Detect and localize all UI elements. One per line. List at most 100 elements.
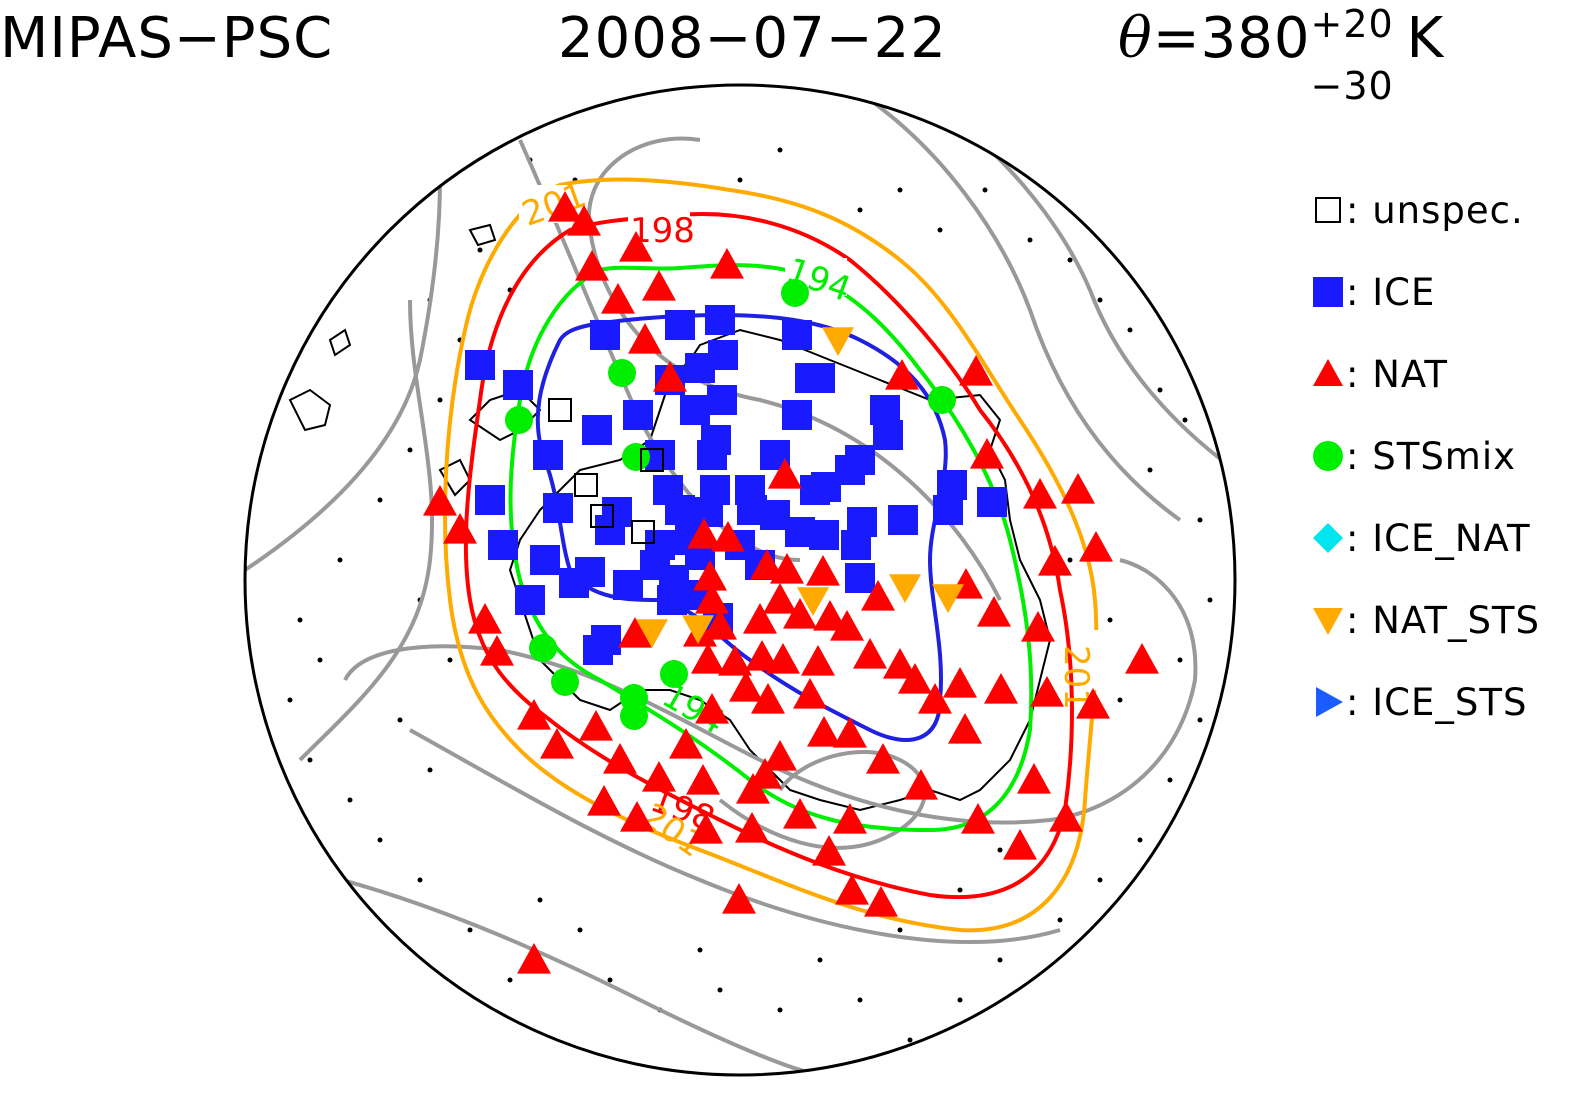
triangle-up-marker [1076,688,1110,719]
date-title: 2008−07−22 [558,6,947,71]
triangle-up-marker [686,764,720,795]
legend-item: : NAT [1310,352,1448,396]
triangle-up-marker [729,671,763,702]
legend-item: : ICE_NAT [1310,516,1531,560]
triangle-up-marker [710,248,744,279]
triangle-up-marker [579,710,613,741]
square-marker [582,415,612,445]
triangle-up-marker [768,458,802,489]
triangle-up-marker [468,603,502,634]
triangle-up-marker [866,743,900,774]
triangle-up-marker [480,635,514,666]
legend-label: : unspec. [1346,188,1524,232]
triangle-up-marker [813,600,847,631]
theta-lower-range: −30 [1310,64,1394,108]
triangle-up-marker [959,355,993,386]
contour-198 [463,212,1074,900]
triangle-up-marker [833,717,867,748]
theta-value: =380 [1152,6,1311,71]
square-marker [657,585,687,615]
triangle-up-marker [977,596,1011,627]
triangle-up-marker [1030,676,1064,707]
triangle-up-marker [750,549,784,580]
square-marker [503,370,533,400]
triangle-up-marker [1125,643,1159,674]
triangle-up-marker [864,886,898,917]
square-marker [623,400,653,430]
open-square-marker [631,520,655,544]
triangle-up-marker [642,761,676,792]
triangle-up-marker [1003,829,1037,860]
legend-item: : STSmix [1310,434,1516,478]
square-marker [800,475,830,505]
square-marker [645,440,675,470]
triangle-up-marker [703,609,737,640]
triangle-up-marker [1038,545,1072,576]
triangle-up-marker [830,610,864,641]
triangle-up-marker [693,560,727,591]
triangle-up-marker [443,513,477,544]
triangle-up-marker [711,521,745,552]
triangle-up-marker [943,667,977,698]
triangle-up-marker [793,678,827,709]
triangle-up-marker [603,743,637,774]
square-marker [809,520,839,550]
open-square-marker [640,448,664,472]
triangle-down-marker [682,615,714,644]
circle-marker [928,386,956,414]
triangle-up-marker [961,803,995,834]
map-boundary [243,83,1237,1077]
square-marker [465,350,495,380]
square-marker [533,440,563,470]
triangle-up-marker [718,645,752,676]
triangle-up-marker [766,643,800,674]
triangle-up-marker [835,874,869,905]
legend-item: : NAT_STS [1310,598,1540,642]
triangle-up-marker [783,798,817,829]
triangle-up-marker [770,553,804,584]
circle-marker [529,634,557,662]
theta-title: θ=380 +20 −30 K [1118,2,1444,108]
contour-201 [443,177,1099,933]
legend-label: : STSmix [1346,434,1517,478]
triangle-up-marker [620,801,654,832]
square-marker [680,395,710,425]
triangle-up-marker [628,323,662,354]
square-marker [665,310,695,340]
circle-marker [781,279,809,307]
triangle-up-marker [763,740,797,771]
legend-label: : ICE_STS [1346,680,1528,724]
triangle-up-marker [736,773,770,804]
triangle-up-marker [735,812,769,843]
triangle-up-marker [783,598,817,629]
legend-label: : ICE_NAT [1346,516,1531,560]
square-marker [583,635,613,665]
triangle-down-marker [889,574,921,603]
triangle-up-marker [695,583,729,614]
triangle-up-legend-icon [1313,359,1343,386]
triangle-up-marker [540,728,574,759]
circle-marker [660,660,688,688]
triangle-up-marker [653,361,687,392]
polar-map: 201 198 194 201 194 198 201 [243,83,1237,1077]
triangle-down-marker [636,619,668,648]
triangle-up-marker [898,663,932,694]
square-marker [873,420,903,450]
triangle-up-marker [751,683,785,714]
triangle-up-marker [618,617,652,648]
triangle-up-marker [1049,801,1083,832]
square-marker [888,505,918,535]
circle-marker [505,406,533,434]
triangle-up-marker [722,883,756,914]
square-marker [488,530,518,560]
triangle-up-marker [948,713,982,744]
triangle-up-marker [691,643,725,674]
legend-label: : NAT_STS [1346,598,1541,642]
square-marker [693,497,723,527]
square-marker [705,305,735,335]
open-square-marker [574,473,598,497]
triangle-up-marker [745,640,779,671]
triangle-up-marker [885,359,919,390]
triangle-up-marker [601,283,635,314]
triangle-down-marker [932,584,964,613]
